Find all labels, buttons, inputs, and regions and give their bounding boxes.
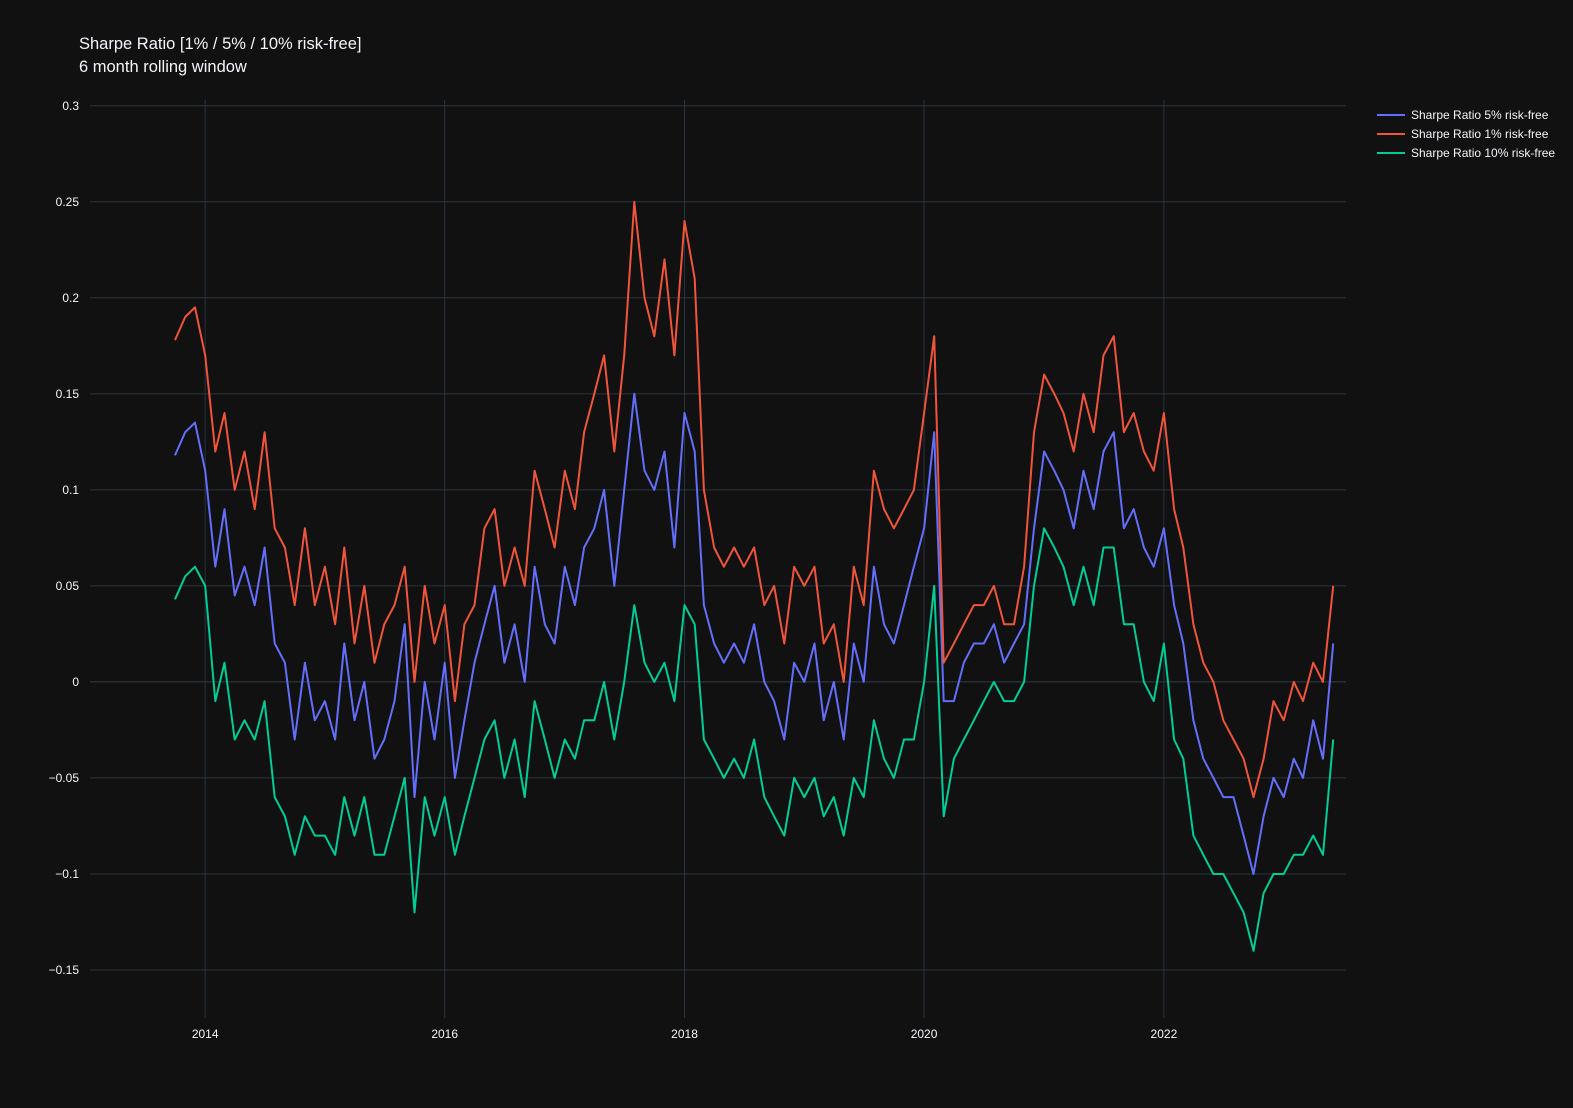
- y-tick-label: 0.05: [56, 579, 80, 593]
- chart-subtitle: 6 month rolling window: [79, 58, 247, 76]
- y-tick-label: 0.3: [62, 99, 79, 113]
- axes: 0.3 0.25 0.2 0.15 0.1 0.05 0 −0.05 −0.1 −0.15 2014…: [49, 99, 1178, 1041]
- x-tick-label: 2018: [671, 1027, 698, 1041]
- series-line-1: [174, 392, 1335, 875]
- y-tick-label: 0.15: [56, 387, 80, 401]
- legend-item-2[interactable]: Sharpe Ratio 1% risk-free: [1377, 127, 1549, 141]
- series-line-2: [174, 200, 1335, 799]
- legend-item-1[interactable]: Sharpe Ratio 5% risk-free: [1377, 108, 1549, 122]
- x-tick-label: 2020: [911, 1027, 938, 1041]
- y-tick-label: 0.2: [62, 291, 79, 305]
- legend-item-3[interactable]: Sharpe Ratio 10% risk-free: [1377, 146, 1555, 160]
- y-tick-label: 0.25: [56, 195, 80, 209]
- series-lines: [174, 200, 1335, 952]
- legend[interactable]: Sharpe Ratio 5% risk-free Sharpe Ratio 1%…: [1377, 108, 1555, 160]
- x-tick-label: 2022: [1151, 1027, 1178, 1041]
- grid: [90, 100, 1346, 1018]
- x-tick-label: 2014: [192, 1027, 219, 1041]
- x-tick-label: 2016: [431, 1027, 458, 1041]
- y-tick-label: −0.1: [55, 867, 79, 881]
- y-tick-label: −0.15: [49, 963, 80, 977]
- chart-title: Sharpe Ratio [1% / 5% / 10% risk-free]: [79, 35, 361, 53]
- legend-label: Sharpe Ratio 10% risk-free: [1411, 146, 1555, 160]
- legend-label: Sharpe Ratio 5% risk-free: [1411, 108, 1549, 122]
- legend-label: Sharpe Ratio 1% risk-free: [1411, 127, 1549, 141]
- y-tick-label: 0.1: [62, 483, 79, 497]
- y-tick-label: −0.05: [49, 771, 80, 785]
- y-tick-label: 0: [72, 675, 79, 689]
- series-line-3: [174, 527, 1335, 952]
